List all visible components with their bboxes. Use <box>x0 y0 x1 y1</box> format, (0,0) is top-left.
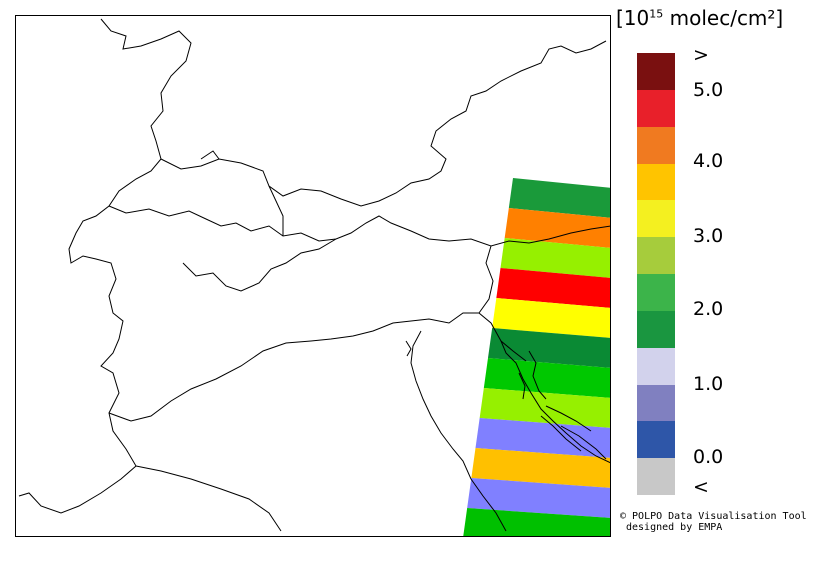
colorbar-swatch <box>637 421 675 459</box>
country-borders <box>18 18 610 532</box>
colorbar-swatch <box>637 458 675 496</box>
credit-text: © POLPO Data Visualisation Tool designed… <box>620 511 807 533</box>
legend-unit-label: [1015 molec/cm²] <box>616 6 784 30</box>
coastline <box>410 330 507 532</box>
swath-row <box>463 508 610 536</box>
tick-label-below: < <box>693 476 709 498</box>
tick-label-4: 4.0 <box>693 150 724 172</box>
satellite-swath <box>463 178 610 536</box>
colorbar-swatch <box>637 126 675 164</box>
colorbar-swatch <box>637 163 675 201</box>
tick-label-above: > <box>693 44 709 66</box>
island <box>545 405 592 432</box>
swath-row <box>508 178 610 218</box>
swath-row <box>483 358 610 398</box>
island <box>518 372 526 400</box>
swath-row <box>504 208 610 248</box>
swath-row <box>467 478 610 518</box>
border-line <box>268 185 284 236</box>
colorbar-swatch <box>637 237 675 275</box>
tick-label-1: 1.0 <box>693 373 724 395</box>
map-canvas <box>18 18 610 536</box>
colorbar-swatch <box>637 200 675 238</box>
border-line <box>182 238 337 292</box>
tick-label-3: 3.0 <box>693 225 724 247</box>
swath-row <box>492 298 610 338</box>
island <box>540 415 582 452</box>
island <box>560 425 607 460</box>
swath-row <box>471 448 610 488</box>
colorbar-swatch <box>637 89 675 128</box>
border-line <box>108 205 610 247</box>
map-panel[interactable] <box>15 15 611 537</box>
tick-label-5: 5.0 <box>693 79 724 101</box>
border-line <box>160 40 607 207</box>
coastline <box>500 340 610 464</box>
colorbar <box>637 53 675 496</box>
swath-row <box>500 238 610 278</box>
swath-row <box>488 328 610 368</box>
credit-line-2: designed by EMPA <box>626 522 723 533</box>
colorbar-swatch <box>637 310 675 349</box>
colorbar-swatch <box>637 53 675 91</box>
swath-row <box>479 388 610 428</box>
tick-label-0: 0.0 <box>693 446 724 468</box>
tick-label-2: 2.0 <box>693 298 724 320</box>
colorbar-swatch <box>637 384 675 422</box>
colorbar-swatch <box>637 347 675 385</box>
swath-row <box>496 268 610 308</box>
island <box>405 340 412 357</box>
coastline <box>108 312 479 422</box>
border-line <box>18 18 192 514</box>
island <box>528 350 547 400</box>
coastline <box>135 465 282 532</box>
colorbar-swatch <box>637 274 675 312</box>
border-line <box>200 150 220 160</box>
credit-line-1: © POLPO Data Visualisation Tool <box>620 511 807 522</box>
